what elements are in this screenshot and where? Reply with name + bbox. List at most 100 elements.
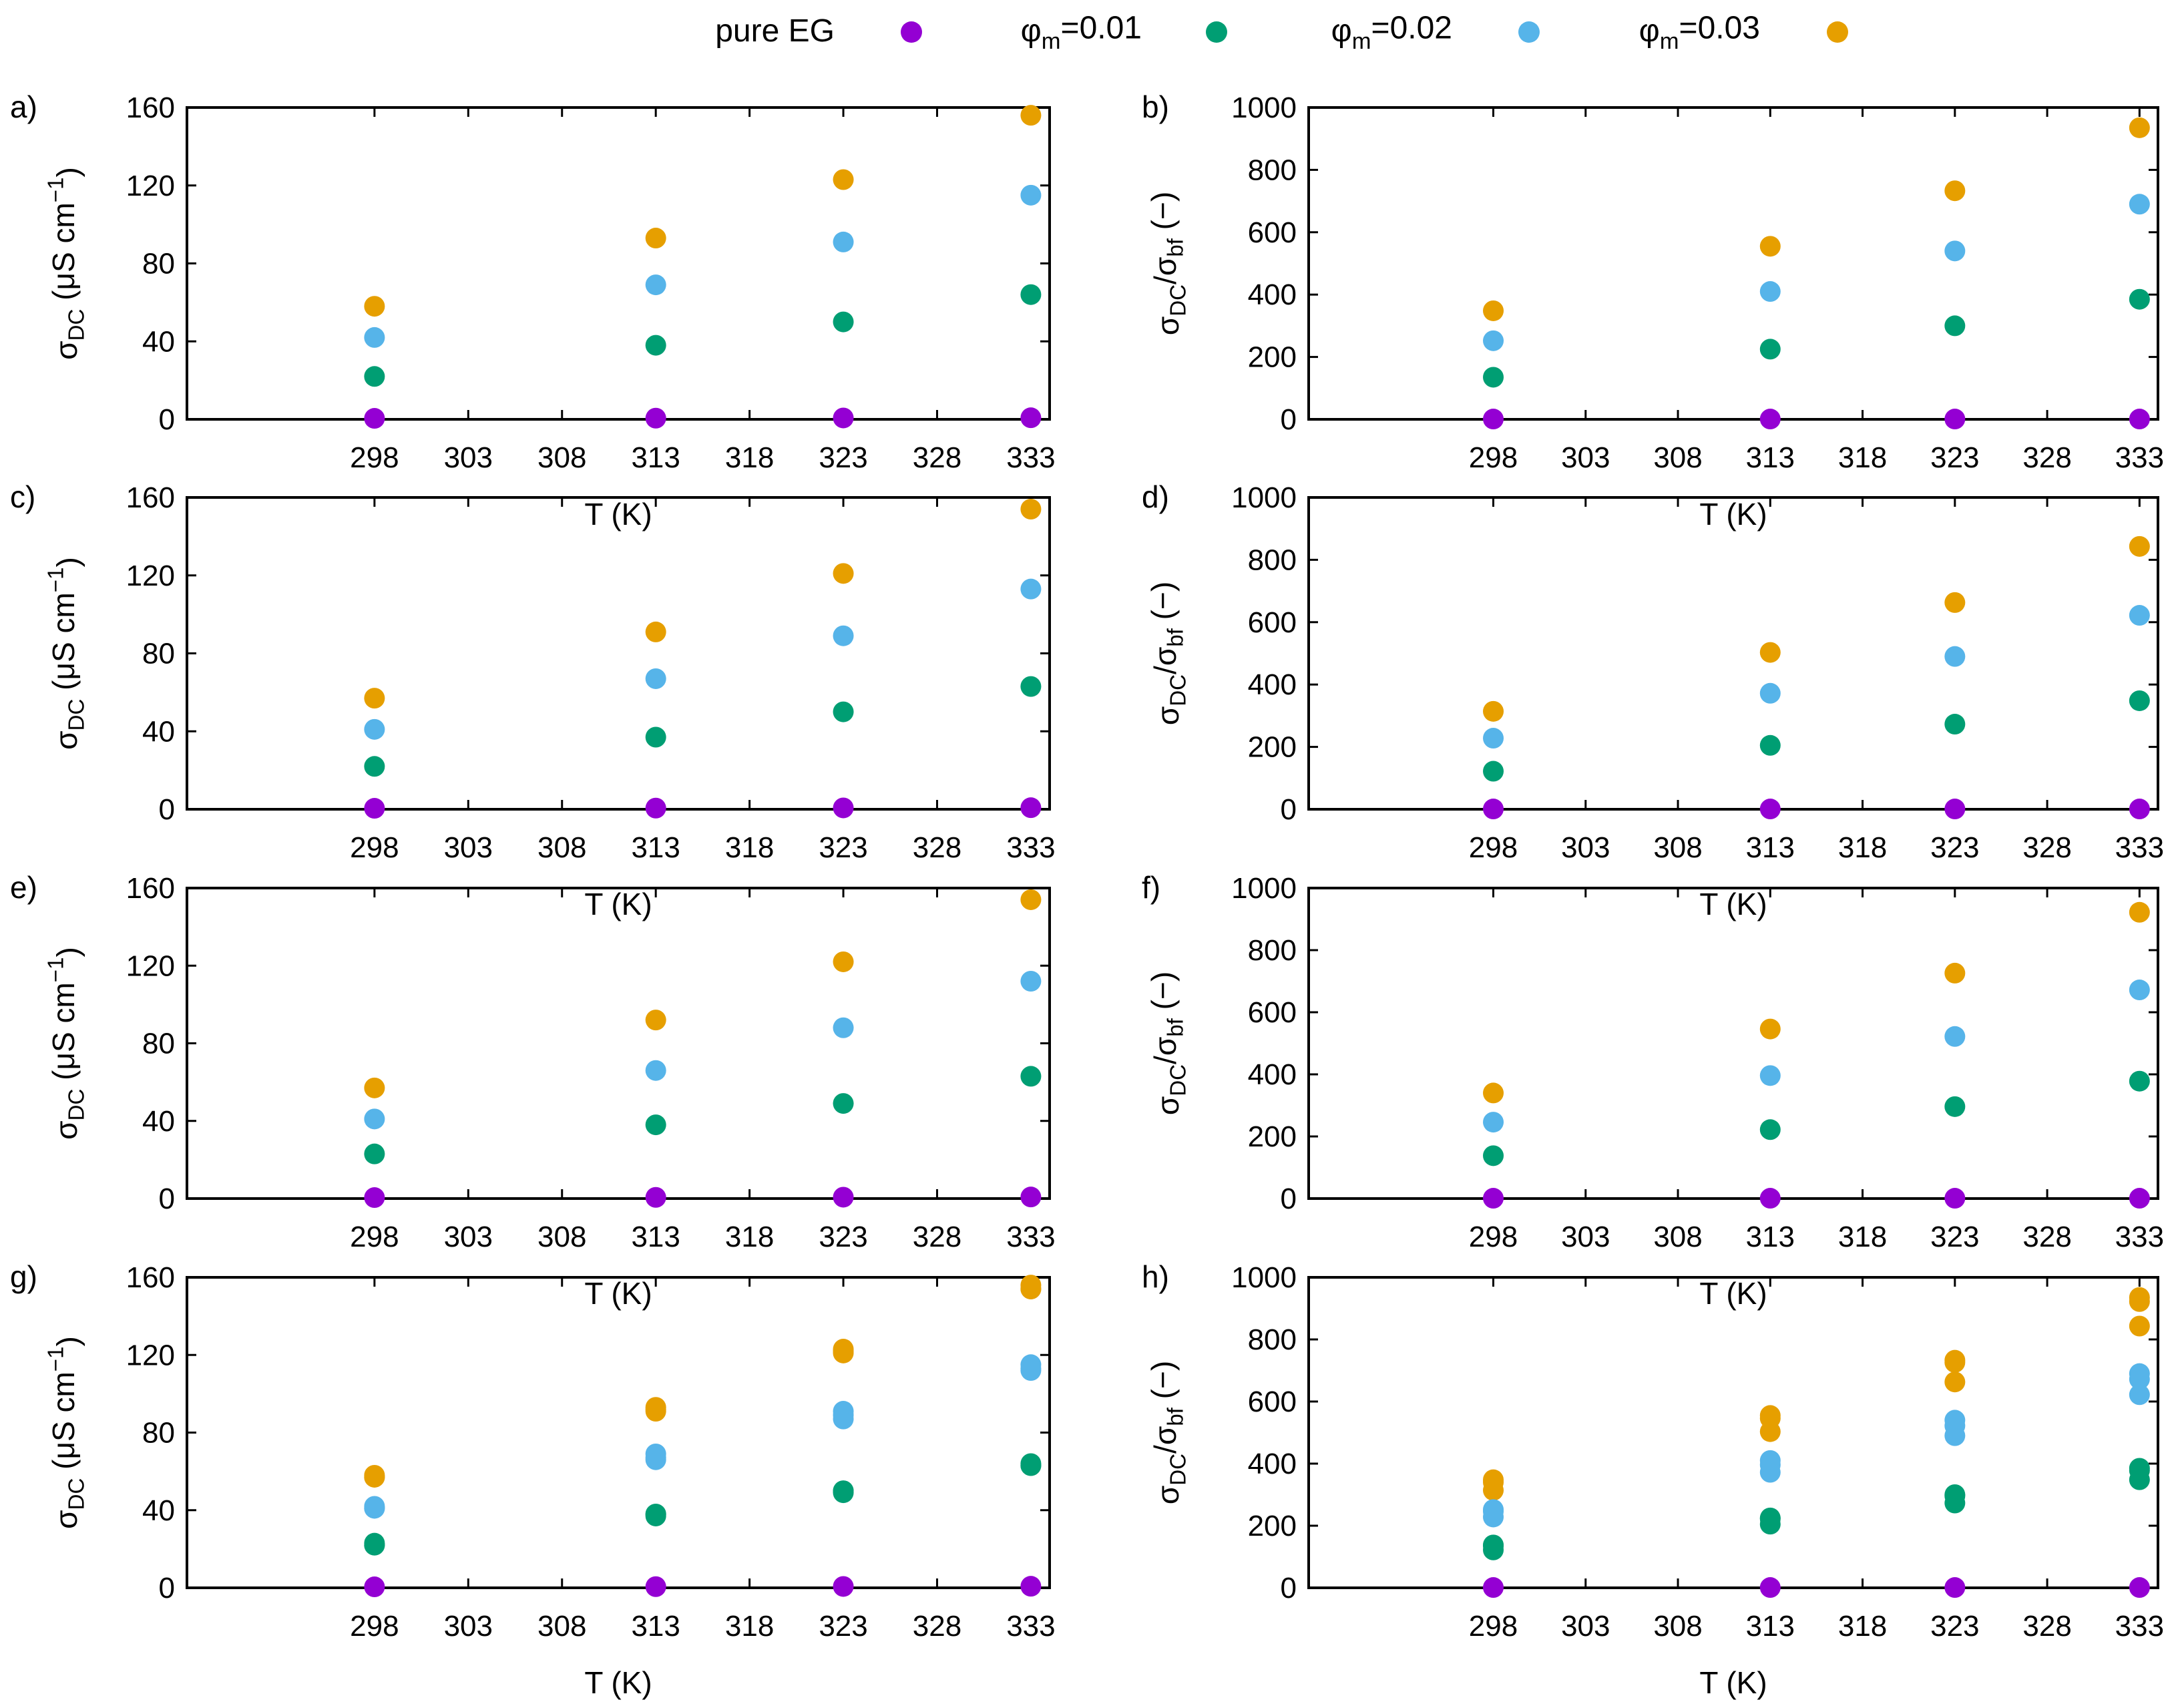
point-p02 xyxy=(2129,605,2150,626)
point-p01 xyxy=(1020,1066,1042,1087)
point-p03 xyxy=(1020,889,1042,910)
point-p02 xyxy=(2129,1369,2150,1390)
x-tick-label: 308 xyxy=(1653,1610,1702,1643)
x-tick-label: 333 xyxy=(1006,1221,1055,1253)
x-tick-label: 298 xyxy=(1469,1610,1518,1643)
point-p03 xyxy=(364,1466,385,1488)
y-tick-label: 160 xyxy=(126,872,175,905)
x-tick-label: 308 xyxy=(537,1610,586,1643)
point-p02 xyxy=(1759,1454,1781,1476)
x-tick-label: 323 xyxy=(1930,441,1979,474)
y-tick-label: 40 xyxy=(142,1494,175,1527)
point-p01 xyxy=(645,1114,666,1136)
x-tick-label: 328 xyxy=(2022,1221,2071,1253)
point-pure xyxy=(833,1187,854,1208)
point-p03 xyxy=(1020,1278,1042,1299)
x-axis-title: T (K) xyxy=(1699,497,1767,531)
y-axis-title: σDC/σbf (−) xyxy=(1145,972,1191,1115)
legend-marker-p03 xyxy=(1827,21,1848,43)
legend-label-p03: φm=0.03 xyxy=(1639,11,1760,54)
y-tick-label: 120 xyxy=(126,1339,175,1371)
point-pure xyxy=(833,1576,854,1597)
point-p03 xyxy=(1020,499,1042,520)
panel-a: a) 0 40 80 120 160 298 303 308 313 318 323 328 333 T (… xyxy=(10,89,1056,531)
point-p01 xyxy=(1020,676,1042,697)
point-p02 xyxy=(833,625,854,646)
point-pure xyxy=(645,407,666,429)
point-p02 xyxy=(833,1408,854,1430)
point-pure xyxy=(1944,1577,1966,1598)
panel-f: f) 0 200 400 600 800 1000 298 303 308 313 318 323 328… xyxy=(1142,870,2164,1311)
point-p03 xyxy=(833,951,854,972)
point-p03 xyxy=(833,563,854,584)
x-tick-label: 328 xyxy=(913,1610,961,1643)
point-p03 xyxy=(1944,180,1966,202)
point-p03 xyxy=(1020,105,1042,126)
x-tick-label: 333 xyxy=(2115,1221,2164,1253)
x-tick-label: 308 xyxy=(1653,1221,1702,1253)
point-p01 xyxy=(1759,1119,1781,1140)
x-tick-label: 303 xyxy=(444,1610,493,1643)
point-pure xyxy=(364,408,385,429)
point-p02 xyxy=(1483,330,1504,351)
panel-label: e) xyxy=(10,870,37,905)
point-p03 xyxy=(364,296,385,317)
y-tick-label: 800 xyxy=(1248,544,1297,576)
point-p03 xyxy=(1759,236,1781,257)
point-pure xyxy=(364,1187,385,1209)
point-p03 xyxy=(2129,536,2150,557)
y-axis-title: σDC (μS cm−1) xyxy=(43,557,89,750)
point-pure xyxy=(1759,799,1781,820)
point-p02 xyxy=(1944,1026,1966,1047)
y-tick-label: 120 xyxy=(126,949,175,982)
point-pure xyxy=(1020,1187,1042,1208)
point-pure xyxy=(1483,799,1504,820)
y-axis-title: σDC/σbf (−) xyxy=(1145,1361,1191,1504)
y-tick-label: 600 xyxy=(1248,216,1297,249)
point-pure xyxy=(1020,1576,1042,1597)
legend: pure EG φm=0.01 φm=0.02 φm=0.03 xyxy=(715,11,1848,54)
x-tick-label: 318 xyxy=(725,1610,774,1643)
point-p03 xyxy=(645,1010,666,1031)
x-tick-label: 298 xyxy=(350,441,399,474)
x-tick-label: 333 xyxy=(2115,1610,2164,1643)
panel-label: a) xyxy=(10,89,37,124)
y-tick-label: 40 xyxy=(142,715,175,748)
point-p02 xyxy=(2129,1384,2150,1406)
y-tick-label: 0 xyxy=(1281,403,1297,436)
legend-label-pure: pure EG xyxy=(715,13,835,49)
point-p02 xyxy=(1483,1112,1504,1133)
point-p01 xyxy=(2129,288,2150,310)
x-tick-label: 303 xyxy=(1561,1610,1610,1643)
panel-label: g) xyxy=(10,1259,37,1294)
point-p01 xyxy=(645,726,666,748)
point-p03 xyxy=(2129,1315,2150,1337)
point-p03 xyxy=(2129,901,2150,923)
x-axis-title: T (K) xyxy=(584,1665,652,1700)
y-tick-label: 80 xyxy=(142,248,175,280)
point-p01 xyxy=(2129,1070,2150,1092)
y-tick-label: 0 xyxy=(1281,1572,1297,1605)
y-tick-label: 0 xyxy=(159,1572,175,1605)
y-tick-label: 120 xyxy=(126,170,175,202)
point-pure xyxy=(1020,797,1042,819)
point-p02 xyxy=(1944,646,1966,667)
y-tick-label: 0 xyxy=(1281,793,1297,826)
x-tick-label: 318 xyxy=(725,831,774,864)
point-p03 xyxy=(2129,117,2150,138)
point-p01 xyxy=(1020,284,1042,305)
x-tick-label: 313 xyxy=(631,1221,680,1253)
y-tick-label: 800 xyxy=(1248,934,1297,967)
point-p03 xyxy=(364,688,385,709)
x-tick-label: 298 xyxy=(350,831,399,864)
point-pure xyxy=(1759,409,1781,430)
point-p01 xyxy=(364,756,385,777)
point-pure xyxy=(2129,409,2150,430)
y-tick-label: 160 xyxy=(126,481,175,514)
point-pure xyxy=(645,1576,666,1597)
x-tick-label: 328 xyxy=(2022,441,2071,474)
x-tick-label: 328 xyxy=(2022,1610,2071,1643)
point-p03 xyxy=(1944,592,1966,613)
plot-frame xyxy=(186,106,1051,421)
